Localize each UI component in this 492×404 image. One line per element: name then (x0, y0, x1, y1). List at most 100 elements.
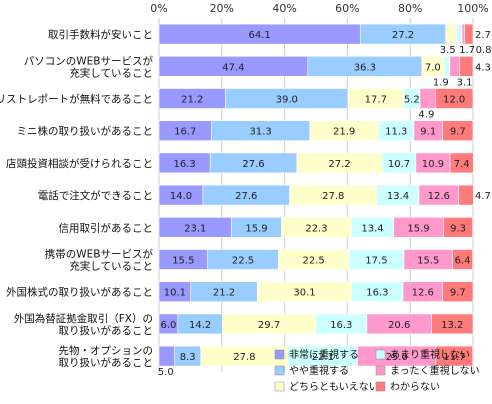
data-label: 4.9 (418, 110, 434, 121)
data-label: 4.3 (475, 62, 491, 73)
data-label: 11.7 (443, 352, 465, 363)
data-label: 14.2 (189, 320, 211, 331)
data-label: 12.0 (443, 95, 465, 106)
data-label: 39.0 (276, 95, 298, 106)
data-label: 27.6 (235, 191, 257, 202)
data-label: 9.1 (420, 127, 436, 138)
data-label: 21.2 (181, 95, 203, 106)
category-label: 先物・オプションの取り扱いがあること (59, 344, 154, 369)
category-label: 外国株式の取り扱いがあること (6, 286, 153, 299)
x-tick-label: 40% (272, 2, 296, 15)
legend-swatch (274, 365, 285, 376)
bar-segment (461, 23, 465, 45)
data-label: 1.9 (433, 77, 449, 88)
data-label: 6.4 (455, 256, 471, 267)
data-label: 16.3 (366, 288, 388, 299)
bar-segment (419, 88, 436, 109)
data-label: 27.8 (322, 191, 344, 202)
data-label: 23.1 (184, 223, 206, 234)
bar-segment (443, 217, 473, 238)
data-label: 2.7 (475, 30, 491, 41)
x-tick-label: 20% (210, 2, 234, 15)
legend-label: やや重視する (289, 364, 349, 377)
data-label: 5.0 (158, 367, 174, 378)
data-label: 21.9 (333, 127, 355, 138)
data-label: 22.3 (305, 223, 327, 234)
data-label: 0.8 (476, 45, 492, 56)
bar-segment (449, 152, 474, 174)
data-label: 15.9 (245, 223, 267, 234)
data-label: 22.5 (232, 256, 254, 267)
data-label: 10.7 (388, 159, 410, 170)
data-label: 13.4 (361, 223, 383, 234)
bar-segment (459, 55, 474, 77)
data-label: 12.6 (428, 191, 450, 202)
data-label: 5.2 (404, 95, 420, 106)
bar-segment (449, 55, 460, 77)
bar-segment (445, 23, 457, 45)
category-label: ミニ株の取り扱いがあること (17, 125, 154, 138)
legend-label: まったく重視しない (390, 364, 480, 377)
data-label: 22.1 (312, 352, 334, 363)
data-label: 1.7 (459, 45, 475, 56)
data-label: 9.3 (450, 223, 466, 234)
category-label: 信用取引があること (59, 221, 154, 234)
legend-swatch (375, 349, 386, 360)
data-label: 47.4 (222, 62, 244, 73)
data-label: 16.3 (173, 159, 195, 170)
data-label: 30.1 (293, 288, 315, 299)
bar-segment (464, 23, 474, 45)
legend-swatch (375, 381, 386, 392)
data-label: 20.6 (388, 320, 410, 331)
data-label: 9.7 (450, 127, 466, 138)
data-label: 31.3 (249, 127, 271, 138)
data-label: 12.6 (412, 288, 434, 299)
bar-segment (435, 88, 474, 109)
data-label: 7.4 (454, 159, 470, 170)
data-label: 16.7 (174, 127, 196, 138)
legend-label: あまり重視しない (390, 348, 470, 361)
data-label: 29.7 (258, 320, 280, 331)
legend-label: 非常に重視する (289, 348, 359, 361)
data-label: 14.0 (170, 191, 192, 202)
category-label: 外国為替証拠金取引（FX）の取り扱いがあること (14, 312, 153, 337)
data-label: 21.2 (213, 288, 235, 299)
data-label: 13.4 (387, 191, 409, 202)
x-tick-label: 100% (457, 2, 488, 15)
category-label: 携帯のWEBサービスが充実していること (45, 248, 154, 273)
x-tick-label: 60% (335, 2, 359, 15)
data-label: 25.0 (386, 352, 408, 363)
data-label: 17.7 (365, 95, 387, 106)
bar-segment (435, 345, 473, 367)
data-label: 17.5 (365, 256, 387, 267)
legend-swatch (375, 365, 386, 376)
data-label: 22.5 (303, 256, 325, 267)
bar-segment (458, 184, 474, 206)
data-label: 15.9 (407, 223, 429, 234)
bar-segment (431, 313, 474, 335)
data-label: 3.1 (457, 77, 473, 88)
x-axis-ticks: 0% 20% 40% 60% 80% 100% (150, 2, 488, 15)
data-label: 16.3 (330, 320, 352, 331)
data-label: 64.1 (249, 30, 271, 41)
x-tick-label: 0% (150, 2, 167, 15)
legend-swatch (274, 381, 285, 392)
data-label: 15.5 (417, 256, 439, 267)
category-label: 取引手数料が安いこと (48, 28, 153, 41)
category-label: 電話で注文ができること (38, 189, 153, 202)
category-label: パソコンのWEBサービスが充実していること (24, 54, 154, 79)
bar-segment (443, 55, 451, 77)
bar-segment (456, 23, 463, 45)
data-label: 27.6 (242, 159, 264, 170)
data-label: 3.5 (440, 45, 456, 56)
legend-label: わからない (390, 381, 440, 393)
bar-segment (442, 120, 474, 141)
bar-segment (452, 249, 473, 270)
legend-swatch (274, 349, 285, 360)
data-label: 8.3 (180, 352, 196, 363)
bar-segment (442, 281, 474, 303)
category-label: 店頭投資相談が受けられること (6, 157, 153, 170)
data-label: 7.0 (425, 62, 441, 73)
